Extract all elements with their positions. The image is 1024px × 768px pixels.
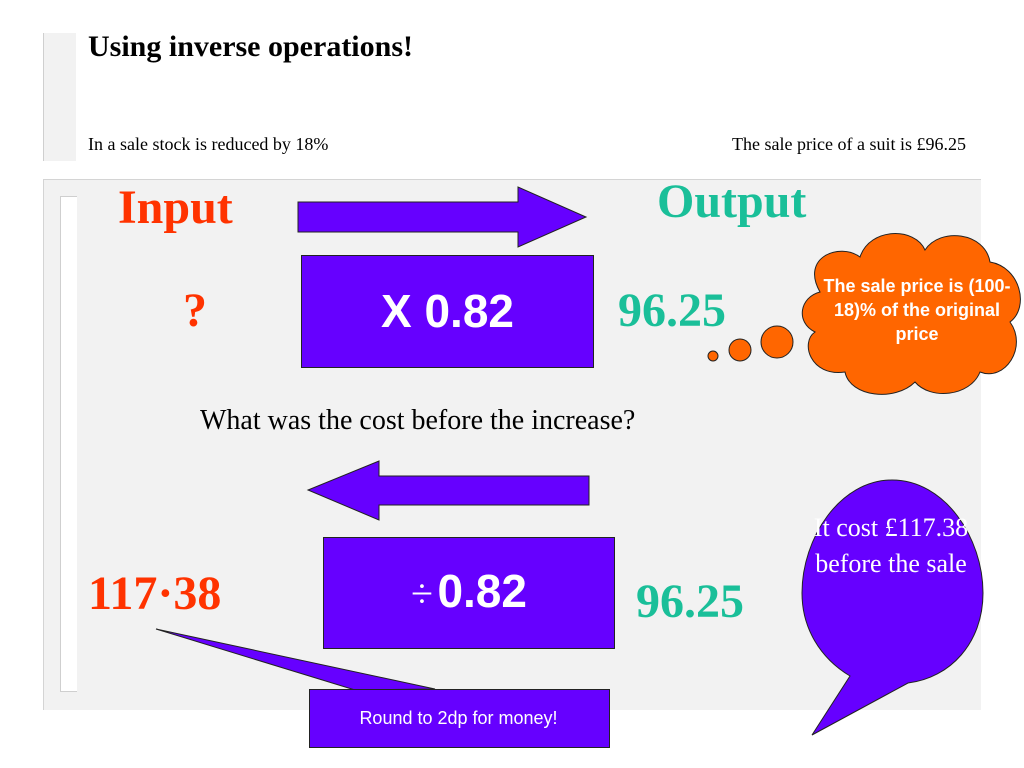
panel-bracket [60, 196, 77, 692]
header-bracket [43, 33, 76, 161]
inverse-input-value: 96.25 [636, 575, 744, 628]
hint-pointer [155, 628, 436, 691]
divide-operand: 0.82 [437, 565, 527, 617]
multiply-operation-box: X 0.82 [301, 255, 594, 368]
hint-text: Round to 2dp for money! [359, 708, 558, 728]
thought-cloud-text: The sale price is (100-18)% of the origi… [823, 276, 1011, 344]
question-text: What was the cost before the increase? [200, 405, 636, 436]
unknown-input-value: ? [183, 284, 207, 337]
divide-sign: ÷ [411, 571, 433, 616]
answer-text: It cost £117.38 before the sale [813, 513, 969, 578]
thought-cloud [707, 233, 1021, 395]
context-right-text: The sale price of a suit is £96.25 [732, 134, 966, 154]
result-value: 117·38 [88, 567, 222, 620]
left-arrow [306, 460, 590, 521]
right-arrow [297, 186, 588, 248]
context-left-text: In a sale stock is reduced by 18% [88, 134, 329, 154]
output-value-top: 96.25 [618, 284, 726, 337]
input-heading: Input [118, 181, 233, 234]
slide-title: Using inverse operations! [88, 30, 413, 63]
hint-box [309, 689, 610, 748]
output-heading: Output [657, 175, 807, 228]
answer-speech-bubble [801, 479, 984, 736]
divide-operation-box: ÷ 0.82 [323, 537, 615, 649]
multiply-operation-label: X 0.82 [381, 285, 514, 337]
